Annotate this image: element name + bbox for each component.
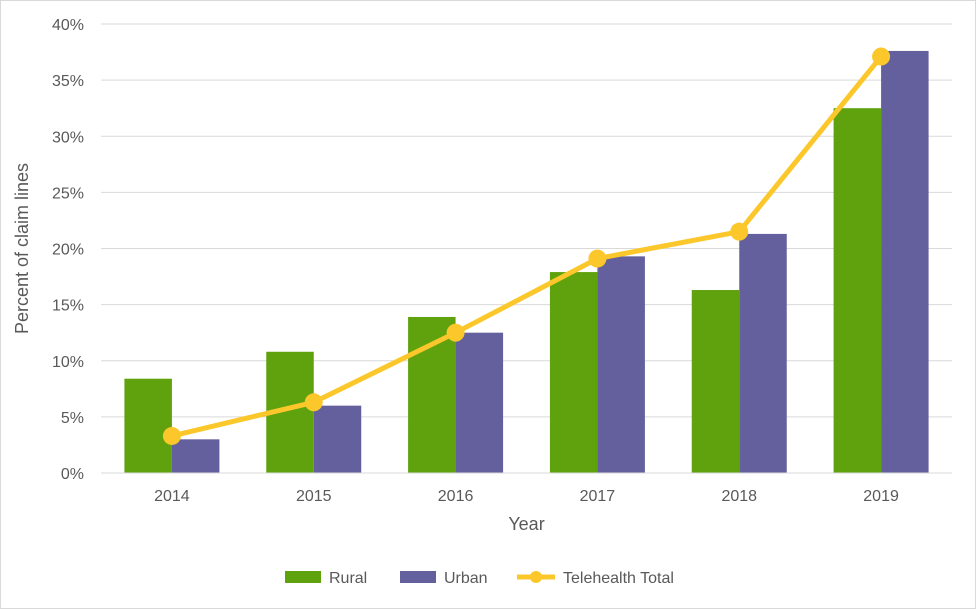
legend: Rural Urban Telehealth Total (285, 570, 674, 587)
y-tick-label: 25% (52, 185, 84, 202)
y-tick-label: 40% (52, 17, 84, 34)
telehealth-total-point-2019 (872, 47, 891, 66)
bar-urban-2016 (455, 332, 504, 473)
y-tick-label: 35% (52, 73, 84, 90)
bar-rural-2017 (549, 272, 598, 473)
x-tick-label: 2016 (438, 488, 474, 505)
x-axis-title: Year (508, 514, 544, 534)
y-tick-label: 10% (52, 354, 84, 371)
bar-rural-2014 (124, 378, 172, 473)
x-tick-label: 2018 (721, 488, 757, 505)
bar-rural-2018 (691, 290, 740, 473)
y-tick-label: 15% (52, 298, 84, 315)
telehealth-total-line (171, 54, 884, 439)
legend-urban-label: Urban (444, 570, 488, 587)
bar-rural-2019 (833, 108, 882, 473)
bar-urban-2017 (597, 256, 645, 473)
telehealth-total-point-2015 (304, 393, 323, 412)
y-tick-label: 30% (52, 129, 84, 146)
x-tick-label: 2015 (296, 488, 332, 505)
telehealth-line-series (162, 47, 891, 445)
legend-rural-swatch (285, 571, 321, 583)
telehealth-total-point-2016 (446, 323, 465, 342)
gridlines (101, 23, 952, 418)
x-tick-label: 2019 (863, 488, 899, 505)
bars (124, 50, 929, 473)
x-tick-label: 2017 (580, 488, 616, 505)
y-tick-label: 5% (61, 410, 84, 427)
legend-urban-swatch (400, 571, 436, 583)
bar-rural-2016 (408, 316, 456, 473)
x-axis-ticks: 2014 2015 2016 2017 2018 2019 (154, 488, 899, 505)
x-tick-label: 2014 (154, 488, 190, 505)
legend-telehealth-total-label: Telehealth Total (563, 570, 674, 587)
bar-urban-2019 (881, 50, 929, 473)
bar-urban-2018 (739, 233, 787, 473)
y-axis-title: Percent of claim lines (12, 163, 32, 334)
bar-urban-2014 (171, 439, 220, 473)
telehealth-total-point-2014 (162, 426, 181, 445)
y-tick-label: 0% (61, 466, 84, 483)
telehealth-total-point-2017 (588, 249, 607, 268)
y-tick-label: 20% (52, 242, 84, 259)
legend-rural-label: Rural (329, 570, 367, 587)
bar-urban-2015 (313, 405, 362, 473)
legend-telehealth-total-marker (530, 571, 542, 583)
y-axis-ticks: 0% 5% 10% 15% 20% 25% 30% 35% 40% (52, 17, 84, 483)
telehealth-total-point-2018 (730, 222, 749, 241)
